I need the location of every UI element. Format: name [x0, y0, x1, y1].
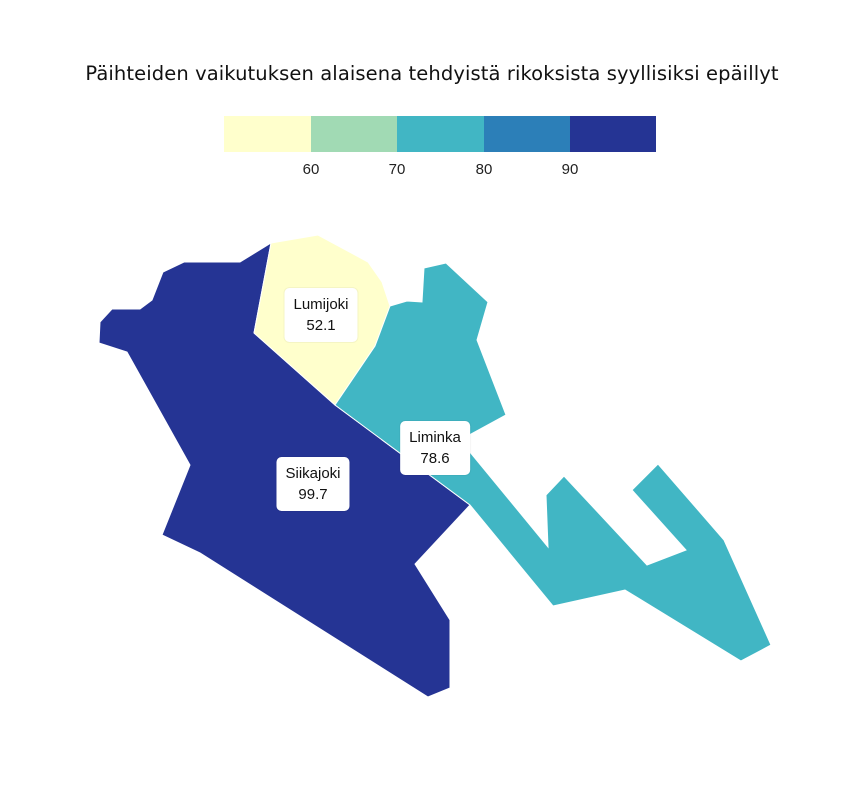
region-value-liminka: 78.6 [420, 450, 450, 467]
region-label-liminka: Liminka 78.6 [400, 421, 470, 475]
legend-swatch-5 [570, 116, 656, 152]
region-name-lumijoki: Lumijoki [293, 296, 349, 313]
legend-swatch-4 [484, 116, 570, 152]
region-liminka[interactable] [334, 262, 772, 662]
map-title: Päihteiden vaikutuksen alaisena tehdyist… [85, 62, 779, 85]
legend-swatch-2 [311, 116, 397, 152]
legend-tick-80: 80 [475, 161, 493, 178]
region-label-lumijoki: Lumijoki 52.1 [284, 288, 358, 342]
legend-swatch-1 [224, 116, 311, 152]
legend-tick-60: 60 [302, 161, 320, 178]
legend-tick-70: 70 [388, 161, 406, 178]
legend-tick-90: 90 [561, 161, 579, 178]
color-legend: 60 70 80 90 [224, 116, 656, 186]
region-label-siikajoki: Siikajoki 99.7 [276, 457, 350, 511]
region-value-siikajoki: 99.7 [298, 486, 328, 503]
region-name-liminka: Liminka [409, 429, 461, 446]
region-value-lumijoki: 52.1 [306, 317, 336, 334]
legend-swatch-3 [397, 116, 484, 152]
region-name-siikajoki: Siikajoki [285, 465, 341, 482]
